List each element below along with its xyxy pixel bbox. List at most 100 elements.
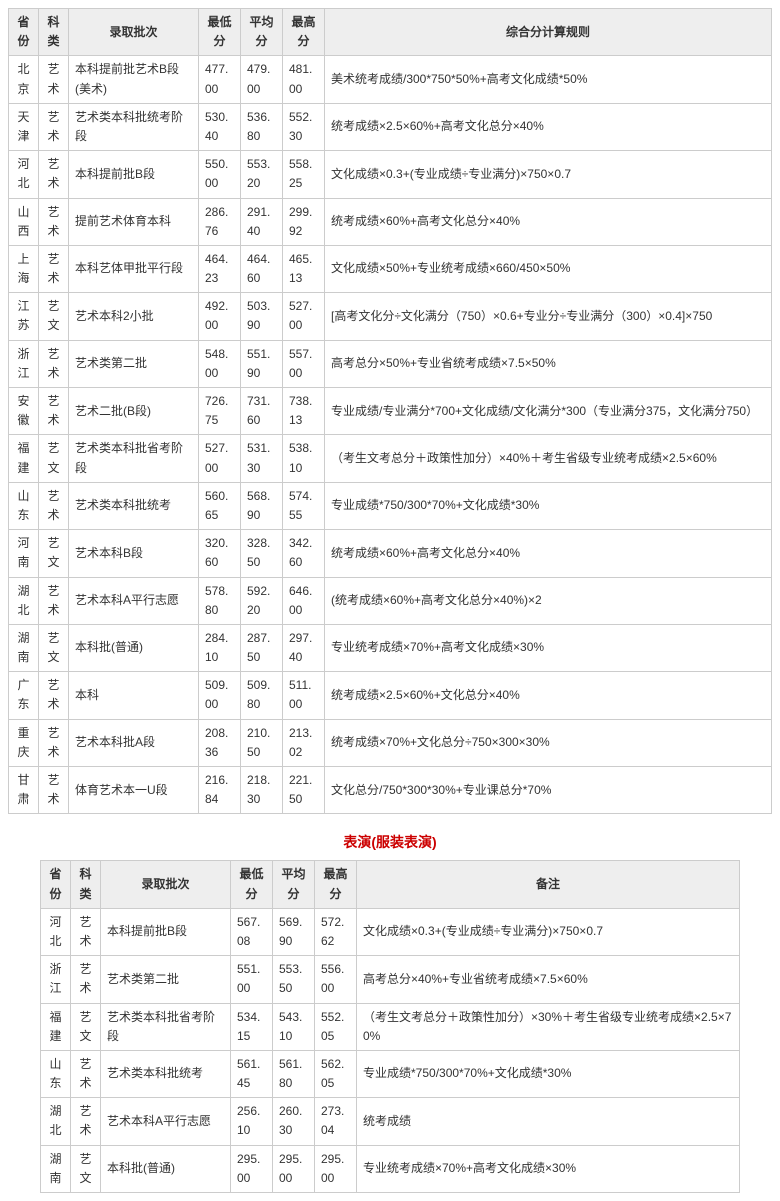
- table-row: 山西艺术提前艺术体育本科286.76291.40299.92统考成绩×60%+高…: [9, 198, 772, 245]
- table-cell: 艺文: [39, 435, 69, 482]
- table-cell: 艺术: [39, 56, 69, 103]
- table-cell: 艺术类第二批: [69, 340, 199, 387]
- table-cell: 530.40: [199, 103, 241, 150]
- table-cell: 551.00: [231, 956, 273, 1003]
- th-rule: 综合分计算规则: [325, 9, 772, 56]
- table-cell: 552.05: [315, 1003, 357, 1050]
- table-row: 广东艺术本科509.00509.80511.00统考成绩×2.5×60%+文化总…: [9, 672, 772, 719]
- table-cell: 统考成绩: [357, 1098, 740, 1145]
- table-row: 重庆艺术艺术本科批A段208.36210.50213.02统考成绩×70%+文化…: [9, 719, 772, 766]
- table-cell: 统考成绩×60%+高考文化总分×40%: [325, 530, 772, 577]
- table-cell: 艺术本科A平行志愿: [69, 577, 199, 624]
- table-cell: 艺术: [39, 198, 69, 245]
- table-cell: 260.30: [273, 1098, 315, 1145]
- table-cell: 统考成绩×2.5×60%+高考文化总分×40%: [325, 103, 772, 150]
- table-cell: 560.65: [199, 482, 241, 529]
- table-cell: 295.00: [273, 1145, 315, 1192]
- th2-max: 最高分: [315, 861, 357, 908]
- table-cell: 534.15: [231, 1003, 273, 1050]
- table-cell: 328.50: [241, 530, 283, 577]
- table-cell: 艺术类本科批省考阶段: [69, 435, 199, 482]
- table-cell: 文化总分/750*300*30%+专业课总分*70%: [325, 767, 772, 814]
- table-cell: 安徽: [9, 388, 39, 435]
- table-cell: 726.75: [199, 388, 241, 435]
- table-cell: 218.30: [241, 767, 283, 814]
- table-cell: 731.60: [241, 388, 283, 435]
- table-cell: 221.50: [283, 767, 325, 814]
- table-cell: 553.20: [241, 151, 283, 198]
- table-cell: 专业统考成绩×70%+高考文化成绩×30%: [357, 1145, 740, 1192]
- table-cell: 552.30: [283, 103, 325, 150]
- table-cell: 538.10: [283, 435, 325, 482]
- table-cell: 287.50: [241, 624, 283, 671]
- table-cell: 福建: [41, 1003, 71, 1050]
- table-cell: 536.80: [241, 103, 283, 150]
- table-cell: 568.90: [241, 482, 283, 529]
- table-cell: 美术统考成绩/300*750*50%+高考文化成绩*50%: [325, 56, 772, 103]
- table-cell: 艺文: [71, 1003, 101, 1050]
- table-cell: 567.08: [231, 908, 273, 955]
- table-cell: 503.90: [241, 293, 283, 340]
- table-cell: 艺术: [39, 672, 69, 719]
- table-row: 上海艺术本科艺体甲批平行段464.23464.60465.13文化成绩×50%+…: [9, 245, 772, 292]
- table-cell: 艺术: [39, 245, 69, 292]
- table-cell: 556.00: [315, 956, 357, 1003]
- table-row: 河北艺术本科提前批B段567.08569.90572.62文化成绩×0.3+(专…: [41, 908, 740, 955]
- table-row: 浙江艺术艺术类第二批551.00553.50556.00高考总分×40%+专业省…: [41, 956, 740, 1003]
- table-cell: (统考成绩×60%+高考文化总分×40%)×2: [325, 577, 772, 624]
- table-cell: 本科提前批B段: [101, 908, 231, 955]
- th2-category: 科类: [71, 861, 101, 908]
- table-cell: 专业统考成绩×70%+高考文化成绩×30%: [325, 624, 772, 671]
- table2-header-row: 省份 科类 录取批次 最低分 平均分 最高分 备注: [41, 861, 740, 908]
- table-cell: 509.00: [199, 672, 241, 719]
- table-cell: 山东: [41, 1050, 71, 1097]
- table-cell: 专业成绩/专业满分*700+文化成绩/文化满分*300（专业满分375，文化满分…: [325, 388, 772, 435]
- table-cell: 艺术: [39, 388, 69, 435]
- th-min: 最低分: [199, 9, 241, 56]
- table-cell: 艺术: [39, 482, 69, 529]
- table-cell: 艺术: [71, 956, 101, 1003]
- table-row: 湖南艺文本科批(普通)295.00295.00295.00专业统考成绩×70%+…: [41, 1145, 740, 1192]
- table-cell: 艺文: [71, 1145, 101, 1192]
- table-cell: 320.60: [199, 530, 241, 577]
- table-row: 山东艺术艺术类本科批统考561.45561.80562.05专业成绩*750/3…: [41, 1050, 740, 1097]
- table-cell: 北京: [9, 56, 39, 103]
- table-cell: 561.45: [231, 1050, 273, 1097]
- table-cell: 艺术: [39, 340, 69, 387]
- th2-note: 备注: [357, 861, 740, 908]
- table-cell: 548.00: [199, 340, 241, 387]
- table-row: 甘肃艺术体育艺术本一U段216.84218.30221.50文化总分/750*3…: [9, 767, 772, 814]
- table-cell: 295.00: [231, 1145, 273, 1192]
- th-batch: 录取批次: [69, 9, 199, 56]
- table-cell: 477.00: [199, 56, 241, 103]
- table-cell: （考生文考总分＋政策性加分）×30%＋考生省级专业统考成绩×2.5×70%: [357, 1003, 740, 1050]
- table-row: 湖北艺术艺术本科A平行志愿256.10260.30273.04统考成绩: [41, 1098, 740, 1145]
- table-cell: 湖南: [41, 1145, 71, 1192]
- table-row: 北京艺术本科提前批艺术B段(美术)477.00479.00481.00美术统考成…: [9, 56, 772, 103]
- table-row: 安徽艺术艺术二批(B段)726.75731.60738.13专业成绩/专业满分*…: [9, 388, 772, 435]
- table-cell: 578.80: [199, 577, 241, 624]
- table-cell: 艺术本科批A段: [69, 719, 199, 766]
- table-cell: 299.92: [283, 198, 325, 245]
- table-cell: 艺术类本科批统考: [101, 1050, 231, 1097]
- table-cell: 561.80: [273, 1050, 315, 1097]
- table-cell: 本科提前批B段: [69, 151, 199, 198]
- admission-table-1: 省份 科类 录取批次 最低分 平均分 最高分 综合分计算规则 北京艺术本科提前批…: [8, 8, 772, 814]
- table-cell: 艺术: [39, 577, 69, 624]
- table-cell: 284.10: [199, 624, 241, 671]
- table-cell: 艺术: [71, 908, 101, 955]
- table-row: 山东艺术艺术类本科批统考560.65568.90574.55专业成绩*750/3…: [9, 482, 772, 529]
- table-cell: 河北: [41, 908, 71, 955]
- table-cell: 本科批(普通): [69, 624, 199, 671]
- table-cell: 文化成绩×0.3+(专业成绩÷专业满分)×750×0.7: [357, 908, 740, 955]
- table-cell: 广东: [9, 672, 39, 719]
- table-cell: 569.90: [273, 908, 315, 955]
- table-cell: 本科批(普通): [101, 1145, 231, 1192]
- th-category: 科类: [39, 9, 69, 56]
- table-cell: 572.62: [315, 908, 357, 955]
- table-cell: 295.00: [315, 1145, 357, 1192]
- table-cell: 专业成绩*750/300*70%+文化成绩*30%: [357, 1050, 740, 1097]
- table-cell: 531.30: [241, 435, 283, 482]
- table-cell: 江苏: [9, 293, 39, 340]
- th-max: 最高分: [283, 9, 325, 56]
